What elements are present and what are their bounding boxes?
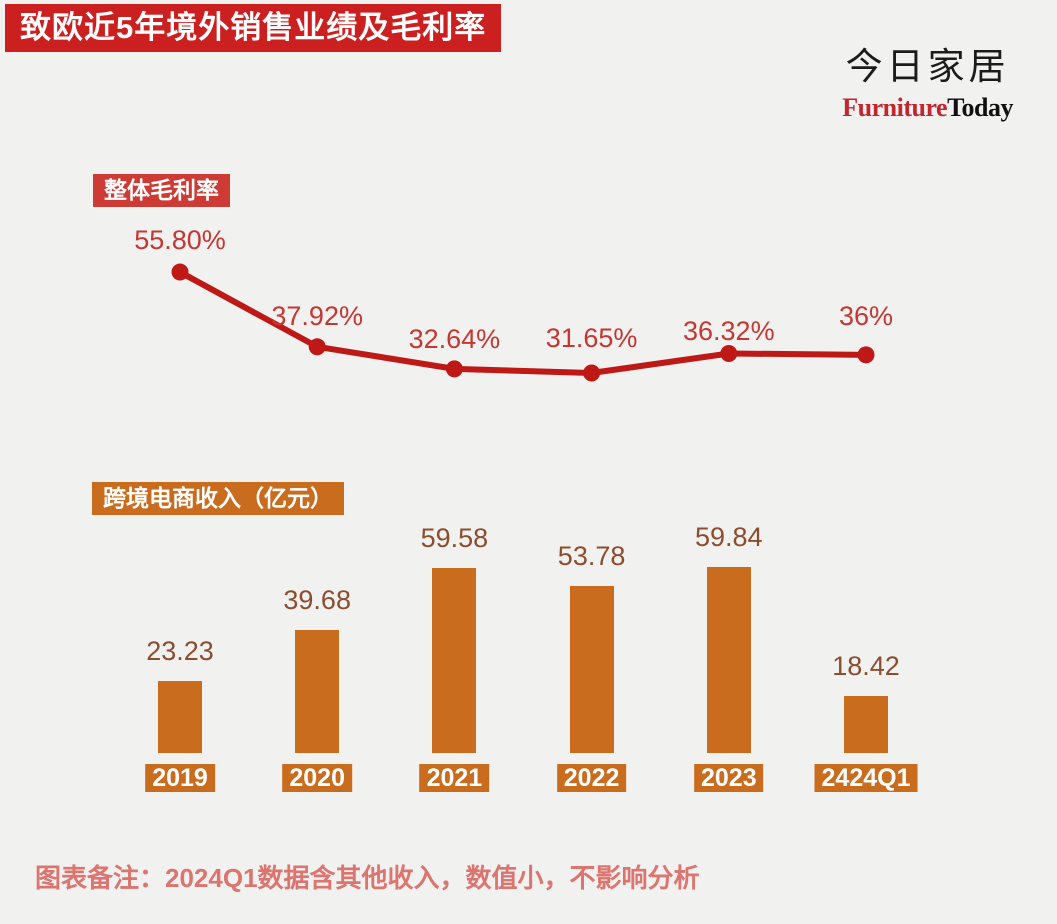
chart-footnote: 图表备注：2024Q1数据含其他收入，数值小，不影响分析 xyxy=(35,863,700,893)
x-axis-label-2424Q1: 2424Q1 xyxy=(814,764,918,792)
logo-chinese-name: 今日家居 xyxy=(845,46,1010,87)
x-axis-label-2021: 2021 xyxy=(419,764,490,792)
gross-margin-line-plot xyxy=(171,263,875,382)
logo-today-text: Today xyxy=(947,93,1013,122)
line-value-label-4: 36.32% xyxy=(683,316,775,347)
gross-margin-badge: 整体毛利率 xyxy=(93,174,230,207)
bar-2021 xyxy=(432,568,477,753)
line-point-5 xyxy=(857,346,875,364)
line-point-0 xyxy=(171,263,189,281)
bar-2019 xyxy=(158,680,202,753)
bar-2023 xyxy=(706,567,751,753)
logo-english-name: FurnitureToday xyxy=(842,93,1013,123)
bar-2022 xyxy=(569,586,614,753)
line-point-4 xyxy=(720,344,738,362)
line-value-label-2: 32.64% xyxy=(408,323,501,354)
bar-value-label-3: 53.78 xyxy=(557,541,626,572)
page-title: 致欧近5年境外销售业绩及毛利率 xyxy=(5,4,502,52)
line-value-label-0: 55.80% xyxy=(134,225,226,256)
bar-2020 xyxy=(295,629,340,753)
line-point-3 xyxy=(583,364,601,382)
x-axis-label-2020: 2020 xyxy=(282,764,352,792)
bar-value-label-0: 23.23 xyxy=(146,635,214,666)
logo-furniture-text: Furniture xyxy=(842,93,948,122)
line-value-label-1: 37.92% xyxy=(271,300,363,331)
revenue-badge: 跨境电商收入（亿元） xyxy=(92,482,344,515)
line-series xyxy=(177,269,869,377)
bar-value-label-2: 59.58 xyxy=(420,523,489,554)
bar-value-label-5: 18.42 xyxy=(832,650,900,681)
x-axis-label-2022: 2022 xyxy=(556,764,627,792)
line-point-2 xyxy=(445,360,463,378)
line-point-1 xyxy=(308,338,326,356)
bar-value-label-4: 59.84 xyxy=(695,522,763,553)
line-value-label-5: 36% xyxy=(838,300,894,331)
bar-value-label-1: 39.68 xyxy=(283,584,351,615)
x-axis-label-2019: 2019 xyxy=(145,764,215,792)
line-value-label-3: 31.65% xyxy=(545,323,638,353)
bar-2424Q1 xyxy=(844,695,888,753)
x-axis-label-2023: 2023 xyxy=(693,764,764,792)
furniture-today-logo: 今日家居 FurnitureToday xyxy=(842,36,1013,123)
